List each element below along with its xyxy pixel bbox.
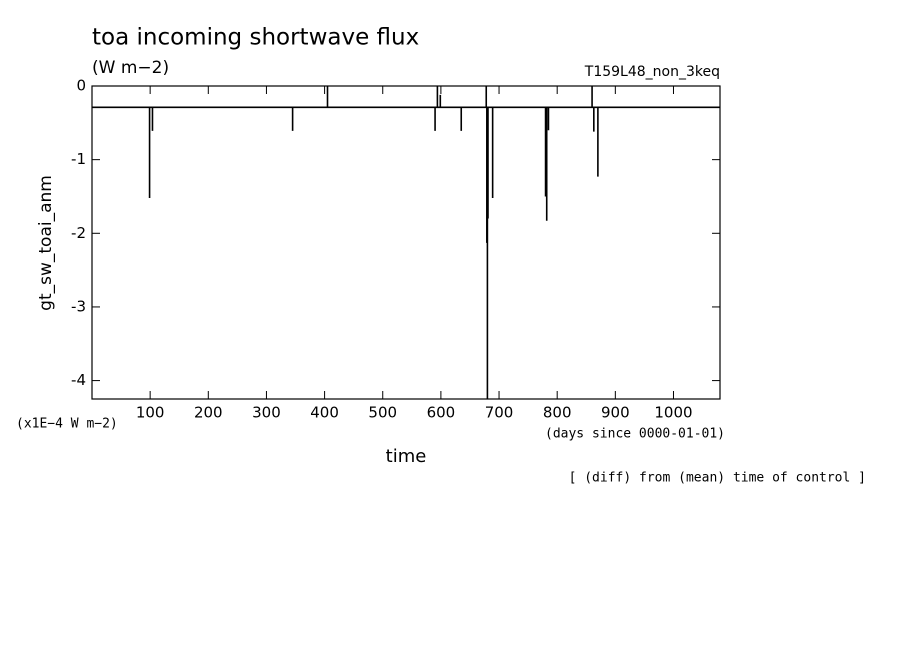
- y-axis-label: gt_sw_toai_anm: [36, 175, 56, 311]
- x-unit-label: (days since 0000-01-01): [545, 427, 725, 442]
- x-tick-label: 800: [543, 404, 572, 422]
- x-tick-label: 700: [485, 404, 514, 422]
- run-label: T159L48_non_3keq: [584, 64, 720, 80]
- chart-title: toa incoming shortwave flux: [92, 25, 419, 51]
- x-tick-label: 1000: [654, 404, 692, 422]
- x-tick-label: 200: [194, 404, 223, 422]
- x-tick-label: 400: [310, 404, 339, 422]
- x-tick-label: 300: [252, 404, 281, 422]
- y-tick-label: -3: [71, 297, 86, 315]
- y-unit-label: (x1E−4 W m−2): [16, 417, 118, 432]
- plot-frame: [91, 85, 721, 400]
- x-axis-label: time: [386, 446, 427, 467]
- chart-subtitle: (W m−2): [92, 58, 169, 78]
- x-tick-label: 900: [601, 404, 630, 422]
- y-tick-label: -2: [71, 224, 86, 242]
- y-tick-label: -4: [71, 371, 86, 389]
- x-tick-label: 600: [427, 404, 456, 422]
- y-tick-label: 0: [76, 77, 86, 95]
- y-tick-label: -1: [71, 150, 86, 168]
- data-line: [92, 86, 720, 399]
- x-tick-label: 500: [368, 404, 397, 422]
- note: [ (diff) from (mean) time of control ]: [569, 471, 866, 486]
- x-tick-label: 100: [136, 404, 165, 422]
